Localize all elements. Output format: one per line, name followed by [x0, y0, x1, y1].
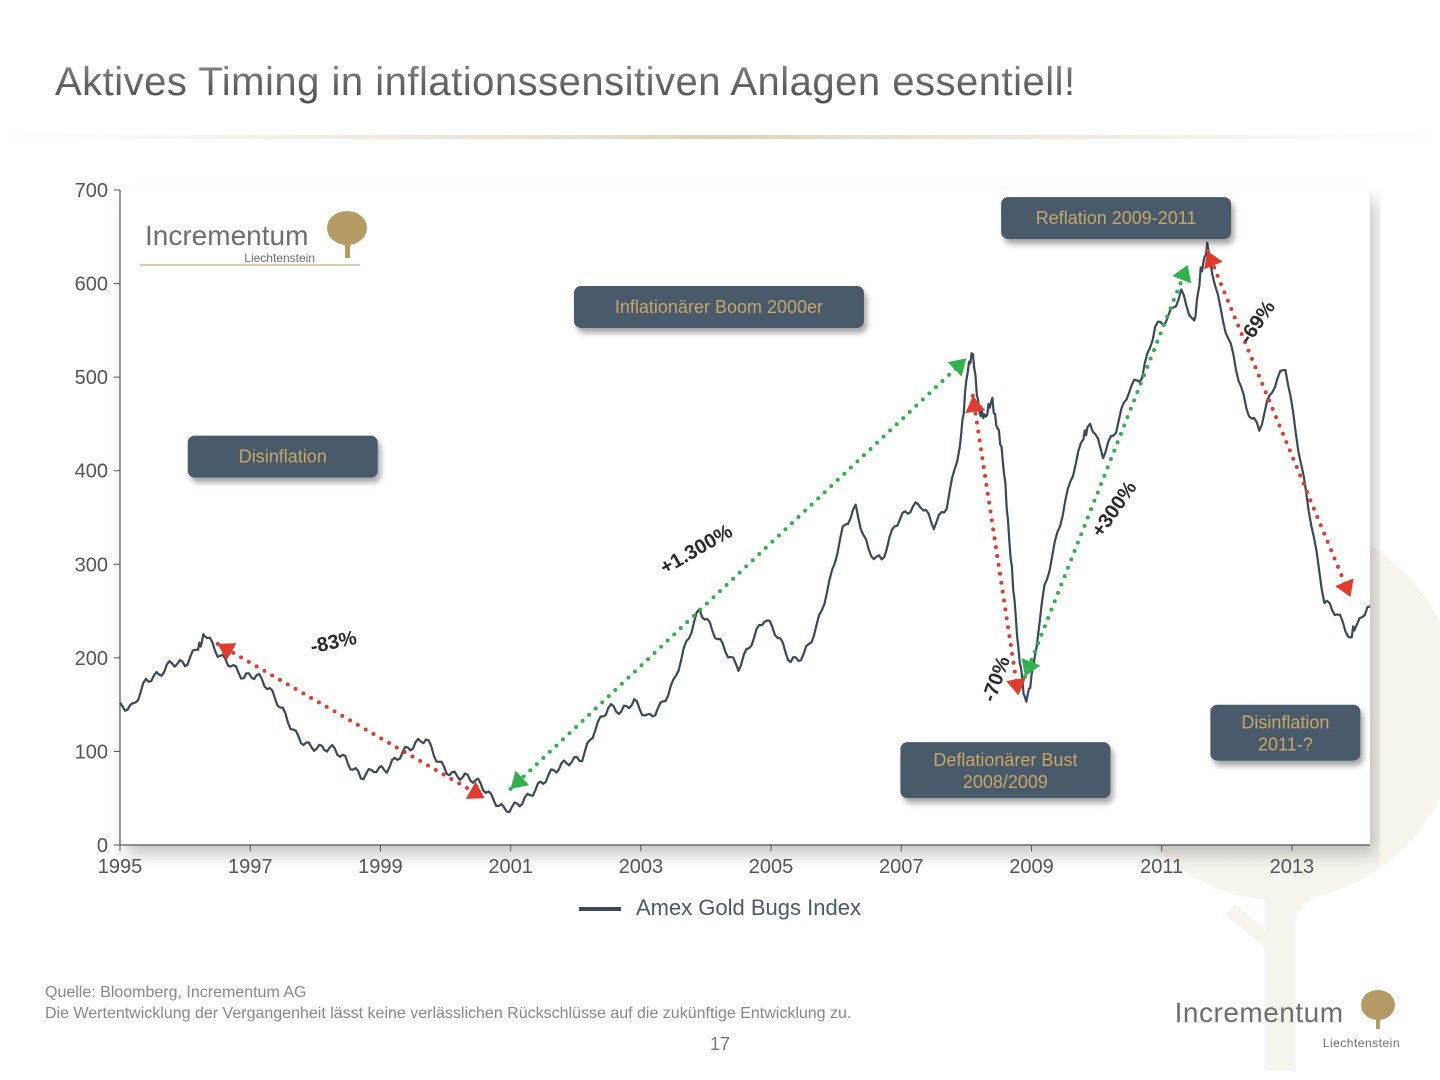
chart-svg: 0 100 200 300 400 500 600 700 1995 1997 1999 2001 20… [60, 170, 1380, 890]
slide-title: Aktives Timing in inflationssensitiven A… [55, 60, 1076, 105]
callout-label: 2008/2009 [963, 772, 1048, 792]
y-tick-label: 0 [97, 835, 108, 857]
y-tick-label: 500 [75, 367, 108, 389]
x-tick-label: 2007 [879, 856, 924, 878]
footer: Quelle: Bloomberg, Incrementum AG Die We… [45, 982, 851, 1025]
callout-label: Disinflation [239, 447, 327, 467]
brand-name: Incrementum [1175, 997, 1344, 1029]
callout-label: Deflationärer Bust [933, 750, 1077, 770]
y-tick-label: 700 [75, 180, 108, 202]
title-divider [0, 135, 1440, 139]
slide: Aktives Timing in inflationssensitiven A… [0, 0, 1440, 1080]
x-tick-label: 1995 [98, 856, 143, 878]
footer-source: Quelle: Bloomberg, Incrementum AG [45, 982, 851, 1004]
y-tick-label: 100 [75, 741, 108, 763]
y-tick-label: 600 [75, 274, 108, 296]
chart-legend: Amex Gold Bugs Index [60, 895, 1380, 921]
callout-label: Inflationärer Boom 2000er [615, 297, 823, 317]
svg-text:Incrementum: Incrementum [145, 220, 308, 251]
y-tick-label: 200 [75, 648, 108, 670]
chart-container: 0 100 200 300 400 500 600 700 1995 1997 1999 2001 20… [60, 170, 1380, 890]
footer-disclaimer: Die Wertentwicklung der Vergangenheit lä… [45, 1003, 851, 1025]
callout-label: 2011-? [1258, 735, 1313, 755]
callout-label: Reflation 2009-2011 [1036, 208, 1197, 228]
x-tick-label: 1999 [358, 856, 403, 878]
brand-footer: Incrementum Liechtenstein [1175, 987, 1400, 1050]
legend-label: Amex Gold Bugs Index [636, 895, 861, 920]
svg-text:Liechtenstein: Liechtenstein [244, 251, 315, 265]
brand-sub: Liechtenstein [1175, 1036, 1400, 1050]
x-tick-label: 2013 [1270, 856, 1315, 878]
x-tick-label: 2001 [488, 856, 533, 878]
x-tick-label: 2011 [1140, 856, 1183, 878]
x-tick-label: 2009 [1009, 856, 1053, 878]
callout-label: Disinflation [1241, 713, 1329, 733]
brand-tree-icon [1354, 987, 1400, 1038]
x-tick-label: 1997 [228, 856, 272, 878]
x-tick-label: 2003 [619, 856, 664, 878]
x-tick-label: 2005 [749, 856, 794, 878]
y-tick-label: 400 [75, 461, 108, 483]
y-tick-label: 300 [75, 554, 108, 576]
legend-swatch [579, 907, 621, 911]
